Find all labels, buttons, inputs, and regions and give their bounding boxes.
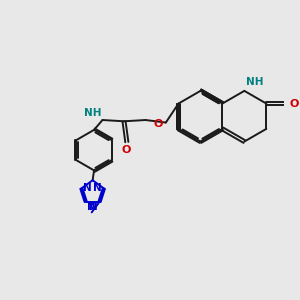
Text: O: O xyxy=(153,119,163,129)
Text: N: N xyxy=(89,202,98,212)
Text: O: O xyxy=(122,146,131,155)
Text: N: N xyxy=(93,183,102,194)
Text: N: N xyxy=(83,183,92,194)
Text: O: O xyxy=(290,98,299,109)
Text: NH: NH xyxy=(84,108,101,118)
Text: N: N xyxy=(87,202,96,212)
Text: NH: NH xyxy=(246,77,264,88)
